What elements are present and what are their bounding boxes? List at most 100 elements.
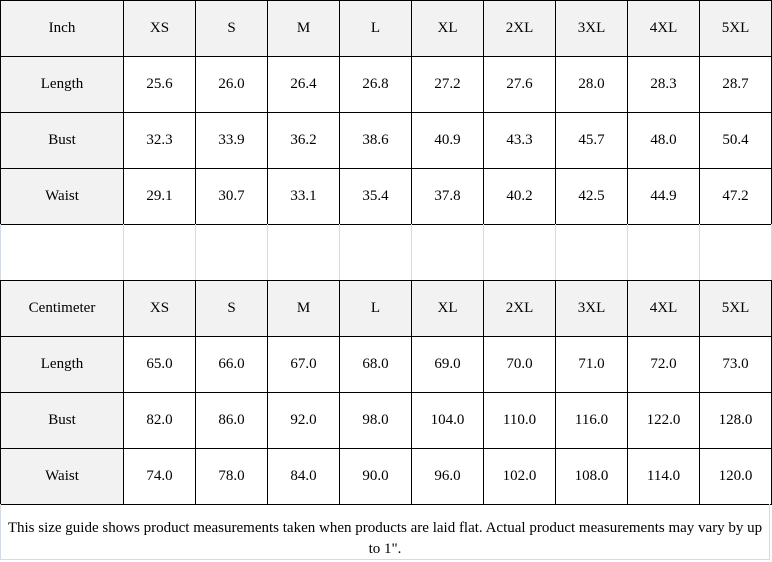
measurement-value: 82.0 bbox=[123, 392, 196, 449]
size-header: 4XL bbox=[627, 0, 700, 57]
spacer-row bbox=[0, 224, 772, 280]
measurement-value: 120.0 bbox=[699, 448, 772, 505]
measurement-value: 47.2 bbox=[699, 168, 772, 225]
measurement-value: 70.0 bbox=[483, 336, 556, 393]
measurement-value: 35.4 bbox=[339, 168, 412, 225]
measurement-label: Waist bbox=[0, 448, 124, 505]
measurement-value: 84.0 bbox=[267, 448, 340, 505]
measurement-value: 74.0 bbox=[123, 448, 196, 505]
size-header: M bbox=[267, 0, 340, 57]
size-header: XS bbox=[123, 280, 196, 337]
size-header: 5XL bbox=[699, 280, 772, 337]
unit-label: Centimeter bbox=[0, 280, 124, 337]
faint-divider bbox=[195, 224, 196, 280]
measurement-value: 72.0 bbox=[627, 336, 700, 393]
size-header: XL bbox=[411, 280, 484, 337]
inch-size-table: Inch XS S M L XL 2XL 3XL 4XL 5XL Length 25.6 26.0 26.… bbox=[0, 0, 772, 225]
measurement-value: 73.0 bbox=[699, 336, 772, 393]
faint-divider bbox=[555, 224, 556, 280]
measurement-value: 27.2 bbox=[411, 56, 484, 113]
measurement-value: 90.0 bbox=[339, 448, 412, 505]
faint-divider bbox=[483, 224, 484, 280]
measurement-value: 43.3 bbox=[483, 112, 556, 169]
measurement-value: 33.9 bbox=[195, 112, 268, 169]
measurement-value: 27.6 bbox=[483, 56, 556, 113]
measurement-value: 26.0 bbox=[195, 56, 268, 113]
measurement-value: 69.0 bbox=[411, 336, 484, 393]
size-header: L bbox=[339, 280, 412, 337]
size-header: 2XL bbox=[483, 280, 556, 337]
measurement-value: 42.5 bbox=[555, 168, 628, 225]
faint-divider bbox=[627, 224, 628, 280]
measurement-value: 104.0 bbox=[411, 392, 484, 449]
measurement-value: 116.0 bbox=[555, 392, 628, 449]
measurement-value: 45.7 bbox=[555, 112, 628, 169]
table-row: Bust 32.3 33.9 36.2 38.6 40.9 43.3 45.7 48.0 50.4 bbox=[0, 112, 772, 169]
measurement-value: 44.9 bbox=[627, 168, 700, 225]
size-header: 5XL bbox=[699, 0, 772, 57]
measurement-value: 122.0 bbox=[627, 392, 700, 449]
measurement-value: 37.8 bbox=[411, 168, 484, 225]
faint-divider bbox=[267, 224, 268, 280]
size-header: 3XL bbox=[555, 280, 628, 337]
measurement-value: 40.2 bbox=[483, 168, 556, 225]
measurement-value: 86.0 bbox=[195, 392, 268, 449]
faint-divider bbox=[411, 224, 412, 280]
table-row: Length 25.6 26.0 26.4 26.8 27.2 27.6 28.0 28.3 28… bbox=[0, 56, 772, 113]
measurement-value: 33.1 bbox=[267, 168, 340, 225]
unit-label: Inch bbox=[0, 0, 124, 57]
faint-divider bbox=[339, 224, 340, 280]
table-row: Waist 29.1 30.7 33.1 35.4 37.8 40.2 42.5 44.9 47.… bbox=[0, 168, 772, 225]
measurement-value: 108.0 bbox=[555, 448, 628, 505]
header-row: Centimeter XS S M L XL 2XL 3XL 4XL 5XL bbox=[0, 280, 772, 337]
measurement-value: 78.0 bbox=[195, 448, 268, 505]
measurement-value: 32.3 bbox=[123, 112, 196, 169]
header-row: Inch XS S M L XL 2XL 3XL 4XL 5XL bbox=[0, 0, 772, 57]
size-header: 2XL bbox=[483, 0, 556, 57]
size-header: 4XL bbox=[627, 280, 700, 337]
measurement-value: 96.0 bbox=[411, 448, 484, 505]
centimeter-size-table: Centimeter XS S M L XL 2XL 3XL 4XL 5XL Length 65.0 6… bbox=[0, 280, 772, 505]
measurement-value: 102.0 bbox=[483, 448, 556, 505]
measurement-value: 28.7 bbox=[699, 56, 772, 113]
faint-divider bbox=[0, 224, 1, 280]
measurement-label: Bust bbox=[0, 112, 124, 169]
size-header: 3XL bbox=[555, 0, 628, 57]
measurement-value: 36.2 bbox=[267, 112, 340, 169]
measurement-value: 128.0 bbox=[699, 392, 772, 449]
size-header: L bbox=[339, 0, 412, 57]
faint-divider bbox=[123, 224, 124, 280]
measurement-value: 30.7 bbox=[195, 168, 268, 225]
table-row: Bust 82.0 86.0 92.0 98.0 104.0 110.0 116.0 122.0… bbox=[0, 392, 772, 449]
table-row: Waist 74.0 78.0 84.0 90.0 96.0 102.0 108.0 114.0… bbox=[0, 448, 772, 505]
measurement-value: 66.0 bbox=[195, 336, 268, 393]
measurement-value: 40.9 bbox=[411, 112, 484, 169]
measurement-value: 92.0 bbox=[267, 392, 340, 449]
size-header: S bbox=[195, 0, 268, 57]
measurement-value: 29.1 bbox=[123, 168, 196, 225]
measurement-value: 68.0 bbox=[339, 336, 412, 393]
footnote: This size guide shows product measuremen… bbox=[0, 504, 770, 560]
size-header: XL bbox=[411, 0, 484, 57]
measurement-value: 67.0 bbox=[267, 336, 340, 393]
measurement-value: 28.3 bbox=[627, 56, 700, 113]
table-row: Length 65.0 66.0 67.0 68.0 69.0 70.0 71.0 72.0 73… bbox=[0, 336, 772, 393]
measurement-label: Length bbox=[0, 336, 124, 393]
size-header: XS bbox=[123, 0, 196, 57]
measurement-value: 28.0 bbox=[555, 56, 628, 113]
faint-divider bbox=[699, 224, 700, 280]
measurement-value: 25.6 bbox=[123, 56, 196, 113]
measurement-value: 98.0 bbox=[339, 392, 412, 449]
measurement-value: 26.4 bbox=[267, 56, 340, 113]
measurement-value: 50.4 bbox=[699, 112, 772, 169]
measurement-value: 38.6 bbox=[339, 112, 412, 169]
size-header: S bbox=[195, 280, 268, 337]
measurement-value: 110.0 bbox=[483, 392, 556, 449]
measurement-label: Length bbox=[0, 56, 124, 113]
measurement-value: 48.0 bbox=[627, 112, 700, 169]
measurement-value: 71.0 bbox=[555, 336, 628, 393]
measurement-value: 65.0 bbox=[123, 336, 196, 393]
measurement-value: 114.0 bbox=[627, 448, 700, 505]
measurement-value: 26.8 bbox=[339, 56, 412, 113]
measurement-label: Bust bbox=[0, 392, 124, 449]
